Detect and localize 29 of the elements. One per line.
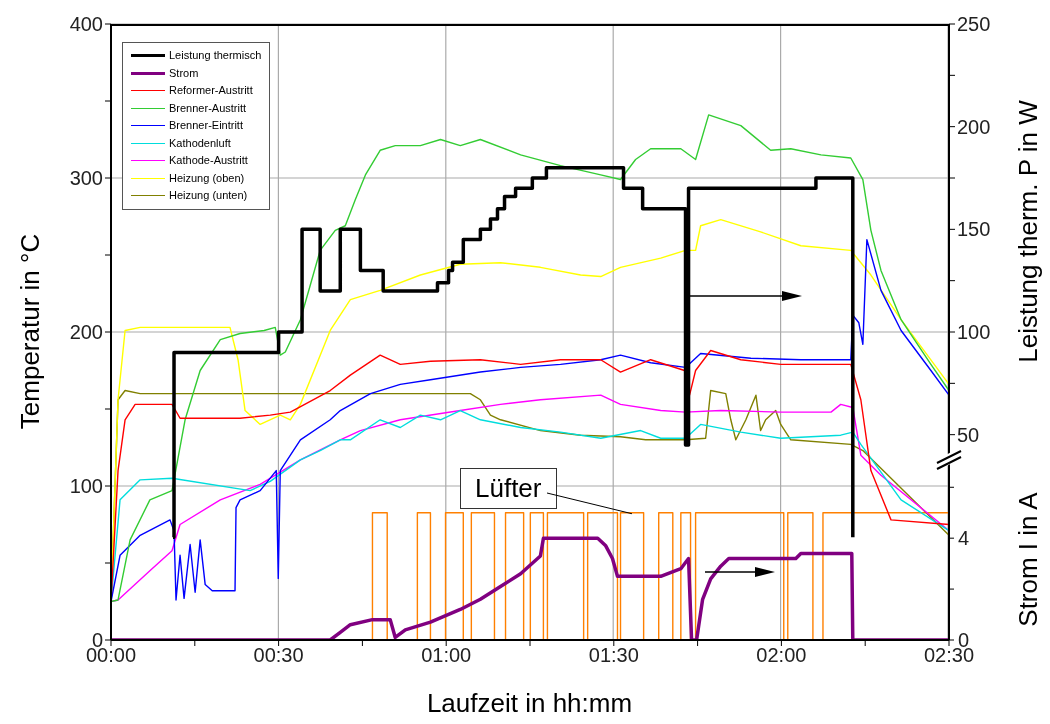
- legend-label: Heizung (unten): [169, 188, 248, 203]
- x-tick-label: 01:00: [421, 644, 472, 667]
- x-axis-title: Laufzeit in hh:mm: [425, 688, 634, 719]
- legend-label: Kathode-Austritt: [169, 153, 248, 168]
- y2-axis-title: Leistung therm. P in W: [1012, 99, 1044, 365]
- y3-axis-title: Strom I in A: [1012, 491, 1044, 629]
- legend-label: Kathodenluft: [169, 135, 231, 151]
- line-series: [111, 114, 949, 603]
- y-axis-title: Temperatur in °C: [14, 232, 46, 432]
- y2-tick-label: 100: [957, 321, 991, 344]
- y-tick-label: 200: [69, 321, 103, 344]
- y3-tick-label: 4: [958, 527, 970, 550]
- legend-label: Brenner-Austritt: [169, 100, 247, 116]
- y-tick-label: 400: [69, 13, 103, 36]
- legend-label: Brenner-Eintritt: [169, 118, 243, 133]
- annotation: Lüfter: [460, 468, 557, 509]
- legend-label: Reformer-Austritt: [169, 83, 253, 98]
- y2-tick-label: 50: [957, 423, 980, 446]
- legend-label: Strom: [169, 65, 199, 81]
- y-tick-label: 300: [69, 167, 103, 190]
- y-tick-label: 100: [69, 475, 103, 498]
- x-tick-label: 01:30: [588, 644, 639, 667]
- legend-label: Leistung thermisch: [169, 48, 262, 63]
- y2-tick-label: 200: [957, 115, 991, 138]
- x-tick-label: 02:00: [756, 644, 807, 667]
- x-tick-label: 00:30: [253, 644, 304, 667]
- legend-label: Heizung (oben): [169, 170, 245, 186]
- y2-tick-label: 250: [957, 13, 991, 36]
- y2-tick-label: 150: [957, 218, 991, 241]
